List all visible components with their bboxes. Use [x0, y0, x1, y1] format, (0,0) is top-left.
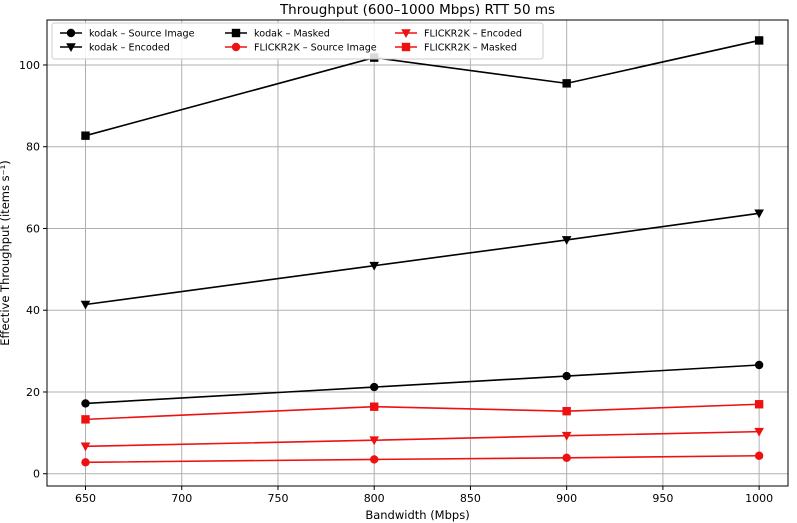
- legend-label: kodak – Source Image: [89, 29, 195, 40]
- y-tick-label: 80: [26, 141, 40, 154]
- legend-item: kodak – Source Image: [60, 29, 195, 40]
- y-tick-label: 40: [26, 304, 40, 317]
- x-tick-label: 950: [652, 492, 673, 505]
- data-point: [561, 431, 572, 441]
- series-line: [85, 212, 760, 306]
- data-point: [369, 261, 379, 271]
- legend-item: FLICKR2K – Masked: [395, 43, 517, 54]
- data-point: [754, 451, 764, 460]
- x-tick-label: 750: [267, 492, 288, 505]
- data-point: [80, 442, 91, 452]
- series-layer: [80, 36, 764, 467]
- data-point: [81, 415, 90, 424]
- y-axis-label: Effective Throughput (items s⁻¹): [0, 160, 12, 346]
- data-point: [369, 455, 379, 464]
- series-line: [85, 454, 760, 464]
- x-tick-label: 800: [364, 492, 385, 505]
- series-line: [85, 403, 760, 421]
- data-point: [81, 131, 90, 140]
- legend-marker: [66, 28, 76, 38]
- data-point: [369, 402, 379, 411]
- data-point: [81, 399, 90, 408]
- chart-title: Throughput (600–1000 Mbps) RTT 50 ms: [279, 2, 555, 18]
- data-point: [754, 400, 764, 409]
- series-5: [81, 400, 764, 424]
- legend-item: kodak – Masked: [225, 29, 330, 40]
- data-point: [369, 436, 379, 446]
- data-point: [754, 36, 764, 45]
- series-line: [85, 430, 760, 448]
- y-tick-label: 20: [26, 386, 40, 399]
- legend-item: kodak – Encoded: [60, 43, 170, 54]
- data-point: [562, 371, 571, 381]
- legend: kodak – Source Image kodak – Encoded kodak…: [51, 22, 544, 60]
- x-axis-label: Bandwidth (Mbps): [365, 508, 469, 522]
- legend-marker: [231, 28, 241, 38]
- legend-label: FLICKR2K – Encoded: [424, 29, 522, 40]
- plot-frame: [46, 19, 789, 487]
- legend-marker: [401, 29, 411, 38]
- legend-label: FLICKR2K – Masked: [424, 43, 517, 54]
- data-point: [561, 236, 572, 245]
- series-line: [85, 364, 760, 405]
- series-4: [80, 427, 764, 452]
- x-tick-label: 1000: [745, 492, 773, 505]
- series-line: [85, 39, 760, 137]
- data-point: [562, 453, 571, 462]
- data-point: [754, 360, 764, 370]
- data-point: [81, 458, 90, 467]
- y-tick-label: 60: [26, 222, 40, 235]
- legend-marker: [66, 43, 76, 52]
- series-0: [81, 360, 764, 408]
- legend-label: kodak – Masked: [254, 29, 330, 40]
- x-tick-label: 650: [75, 492, 96, 505]
- legend-marker: [401, 42, 411, 52]
- legend-item: FLICKR2K – Encoded: [395, 29, 522, 40]
- data-point: [80, 300, 91, 310]
- legend-label: kodak – Encoded: [89, 43, 170, 54]
- legend-box: [51, 22, 544, 60]
- data-point: [369, 382, 379, 392]
- legend-item: FLICKR2K – Source Image: [225, 43, 377, 54]
- x-tick-label: 850: [460, 492, 481, 505]
- y-tick-label: 100: [19, 59, 40, 72]
- x-tick-label: 700: [171, 492, 192, 505]
- legend-marker: [231, 42, 241, 52]
- data-point: [754, 209, 764, 219]
- data-point: [562, 79, 571, 88]
- legend-label: FLICKR2K – Source Image: [254, 43, 377, 54]
- x-tick-label: 900: [556, 492, 577, 505]
- tick-layer: 650 700 750 800 850 900 950 1000 0 20 40 60 80 100: [19, 59, 773, 505]
- series-3: [81, 451, 764, 467]
- data-point: [562, 406, 571, 416]
- data-point: [754, 427, 764, 437]
- series-1: [80, 209, 764, 310]
- y-tick-label: 0: [33, 468, 40, 481]
